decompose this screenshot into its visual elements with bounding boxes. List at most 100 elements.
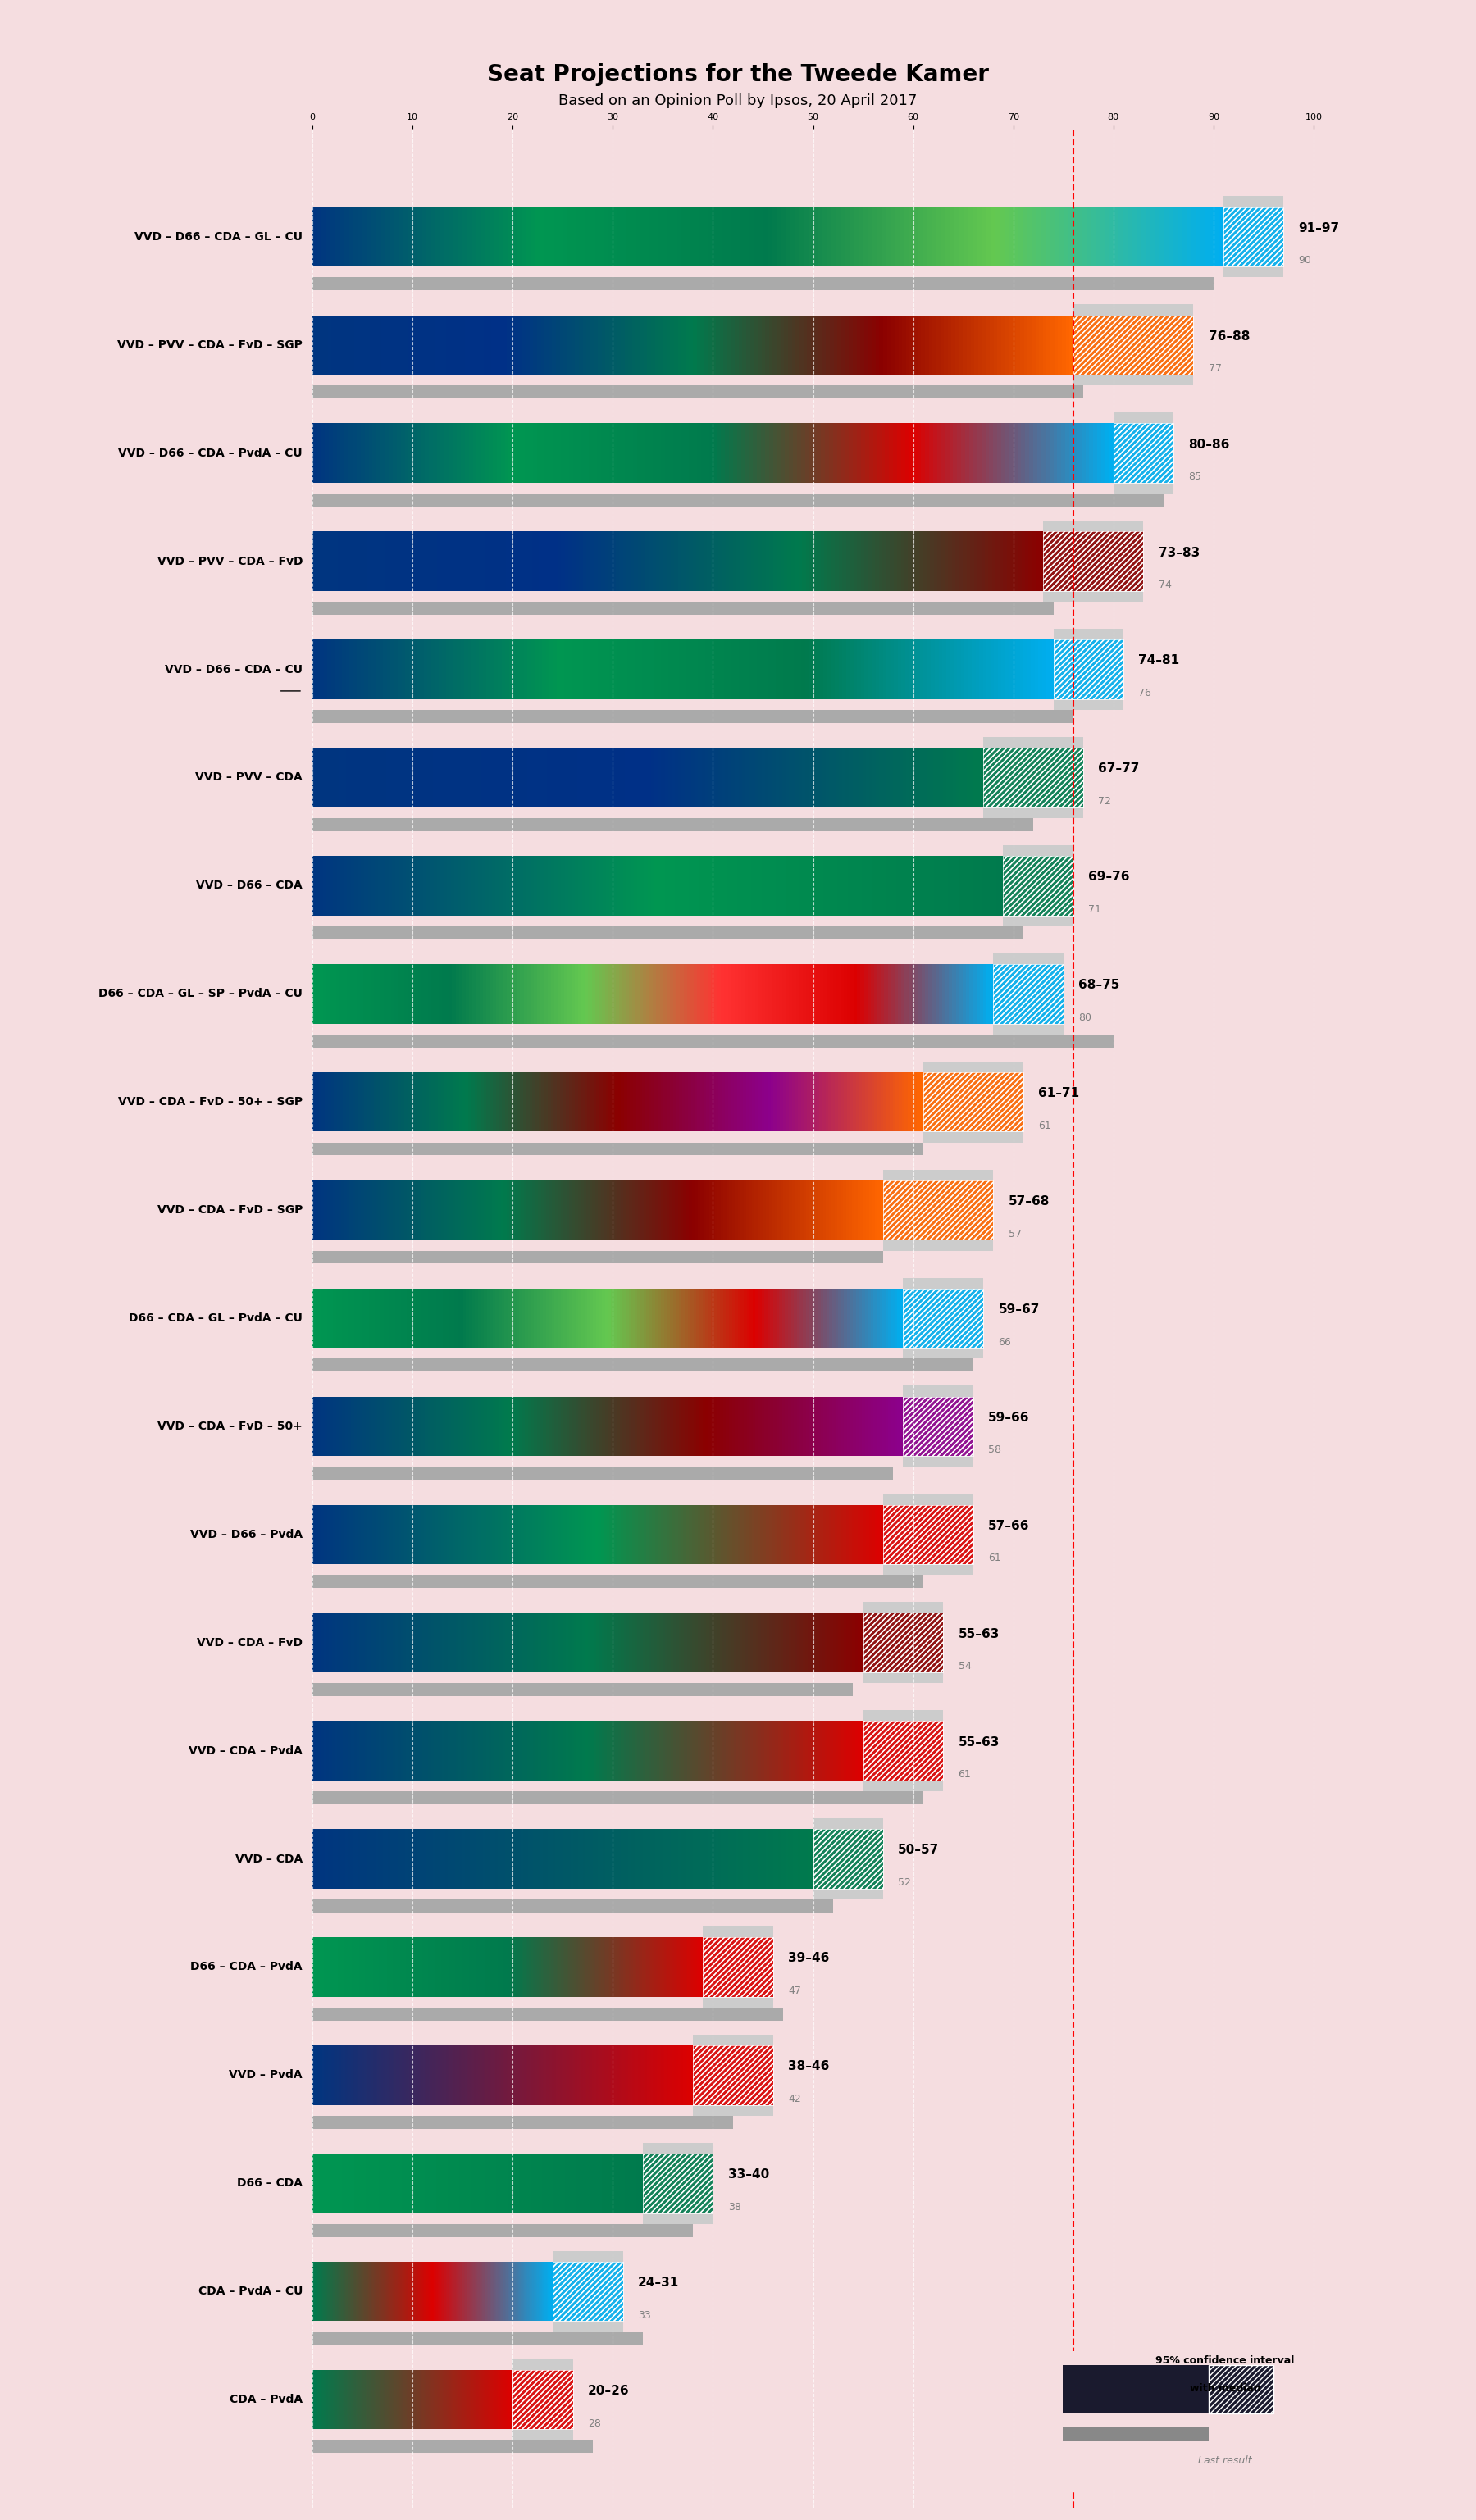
Bar [753, 1830, 756, 1887]
Bar [530, 857, 534, 915]
Bar [986, 640, 990, 698]
Bar [607, 1613, 610, 1673]
Bar [878, 532, 883, 592]
Bar [869, 1504, 872, 1565]
Bar [494, 2155, 496, 2213]
Bar [880, 315, 883, 375]
Bar [528, 1396, 531, 1457]
Bar [521, 423, 525, 484]
Bar [827, 1288, 830, 1348]
Bar [756, 1613, 759, 1673]
Bar [568, 532, 573, 592]
Bar [641, 207, 645, 267]
Bar [742, 748, 745, 806]
Bar [363, 532, 368, 592]
Bar [621, 1938, 623, 1996]
Bar [686, 1504, 689, 1565]
Bar [564, 748, 568, 806]
Bar [329, 423, 332, 484]
Bar [400, 1830, 403, 1887]
Bar [615, 1071, 618, 1131]
Bar [466, 1721, 469, 1782]
Bar [803, 1179, 806, 1240]
Bar [796, 1830, 799, 1887]
Bar [523, 1830, 525, 1887]
Bar [326, 2155, 328, 2213]
Bar [810, 1613, 813, 1673]
Bar [416, 1396, 419, 1457]
Bar [549, 1396, 552, 1457]
Bar [602, 1721, 605, 1782]
Bar [742, 1613, 745, 1673]
Bar [615, 2155, 617, 2213]
Bar [570, 1830, 573, 1887]
Bar [800, 207, 804, 267]
Bar [621, 315, 624, 375]
Bar [397, 2155, 399, 2213]
Bar [1027, 315, 1032, 375]
Bar [387, 2046, 388, 2104]
Bar [670, 1613, 673, 1673]
Bar [378, 1830, 381, 1887]
Bar [1020, 640, 1024, 698]
Bar [838, 532, 843, 592]
Bar [601, 532, 605, 592]
Bar [853, 423, 858, 484]
Bar [722, 1071, 725, 1131]
Bar [713, 1071, 716, 1131]
Bar [537, 748, 540, 806]
Bar [720, 1504, 723, 1565]
Bar [474, 532, 477, 592]
Bar [533, 1721, 536, 1782]
Bar [313, 2008, 784, 2021]
Bar [872, 1179, 875, 1240]
Bar [593, 1830, 595, 1887]
Bar [970, 423, 973, 484]
Bar [568, 1721, 571, 1782]
Bar [784, 1830, 785, 1887]
Bar [313, 386, 1083, 398]
Bar [567, 2046, 570, 2104]
Bar [452, 1396, 455, 1457]
Bar [506, 1938, 508, 1996]
Bar [809, 640, 813, 698]
Bar [1020, 315, 1024, 375]
Bar [830, 1179, 832, 1240]
Bar [410, 1830, 413, 1887]
Bar [489, 857, 493, 915]
Bar [700, 532, 704, 592]
Bar [1005, 315, 1008, 375]
Bar [339, 1721, 342, 1782]
Bar [368, 857, 372, 915]
Bar [706, 1396, 708, 1457]
Bar [412, 532, 415, 592]
Bar [502, 1396, 505, 1457]
Bar [624, 748, 627, 806]
Bar [645, 1938, 646, 1996]
Bar [372, 857, 375, 915]
Bar [914, 315, 918, 375]
Bar [632, 2155, 633, 2213]
Bar [706, 1613, 708, 1673]
Bar [813, 532, 816, 592]
Bar [409, 1721, 412, 1782]
Bar [615, 1504, 618, 1565]
Bar [723, 1396, 726, 1457]
Bar [707, 1071, 710, 1131]
Bar [672, 640, 676, 698]
Bar [661, 1504, 664, 1565]
Bar [663, 2046, 664, 2104]
Bar [813, 965, 816, 1023]
Bar [775, 1830, 778, 1887]
Bar [577, 1830, 580, 1887]
Bar [595, 965, 599, 1023]
Bar [472, 423, 477, 484]
Bar [788, 1071, 793, 1131]
Bar [387, 640, 391, 698]
Bar [897, 1288, 900, 1348]
Bar [892, 1396, 894, 1457]
Bar [590, 640, 595, 698]
Bar [587, 1071, 590, 1131]
Bar [583, 1504, 586, 1565]
Bar [714, 1288, 717, 1348]
